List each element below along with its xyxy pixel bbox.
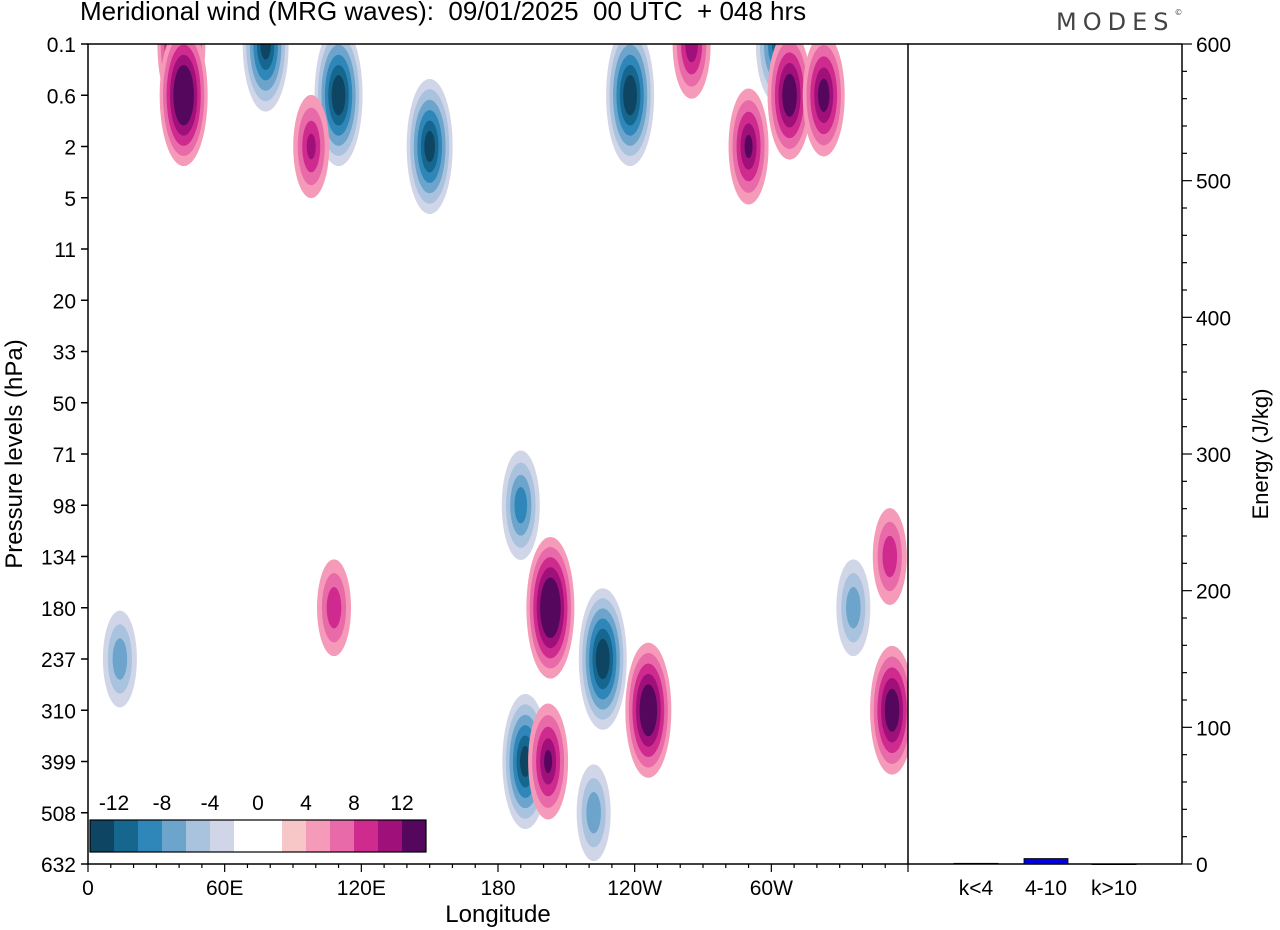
contour-band bbox=[818, 78, 830, 112]
energy-tick-label: 500 bbox=[1196, 171, 1231, 194]
contour-band bbox=[884, 688, 900, 732]
energy-tick-label: 300 bbox=[1196, 444, 1231, 467]
y-axis-label: Pressure levels (hPa) bbox=[1, 339, 28, 568]
contour-band bbox=[639, 684, 658, 737]
y-tick-label: 134 bbox=[41, 547, 76, 570]
brand-logo: MODES© bbox=[1056, 8, 1182, 36]
contour-band bbox=[326, 587, 342, 629]
colorbar-swatch bbox=[114, 820, 138, 852]
colorbar-swatch bbox=[330, 820, 354, 852]
energy-category-label: k>10 bbox=[1091, 877, 1137, 900]
colorbar-label: 8 bbox=[348, 792, 360, 815]
contour-band bbox=[586, 792, 601, 834]
energy-panel: 0 100 200 300 400 500 600 k<4 4-10 k>10 bbox=[908, 34, 1231, 900]
brand-name: MODES bbox=[1056, 8, 1175, 36]
contour-band bbox=[882, 535, 898, 578]
y-tick-label: 2 bbox=[64, 137, 76, 160]
contour-band bbox=[306, 133, 316, 160]
heatmap-field bbox=[102, 44, 908, 862]
pressure-axis: 0.1 0.6 2 5 11 20 33 50 71 98 134 180 237 310 399 508 63… bbox=[41, 34, 88, 877]
y-tick-label: 98 bbox=[53, 495, 76, 518]
contour-band bbox=[846, 587, 861, 629]
contour-band bbox=[544, 749, 553, 774]
x-tick-label: 120E bbox=[337, 877, 386, 900]
colorbar-frame bbox=[89, 819, 427, 853]
energy-tick-label: 400 bbox=[1196, 307, 1231, 330]
energy-bar bbox=[953, 862, 999, 865]
chart-title: Meridional wind (MRG waves): 09/01/2025 … bbox=[80, 0, 807, 26]
colorbar-swatch bbox=[186, 820, 210, 852]
y-tick-label: 237 bbox=[41, 649, 76, 672]
y-tick-label: 508 bbox=[41, 803, 76, 826]
energy-category-label: 4-10 bbox=[1025, 877, 1067, 900]
energy-axis-label: Energy (J/kg) bbox=[1248, 389, 1273, 520]
contour-band bbox=[520, 745, 531, 778]
y-tick-label: 399 bbox=[41, 752, 76, 775]
x-tick-label: 60E bbox=[206, 877, 243, 900]
contour-band bbox=[626, 85, 634, 106]
colorbar-swatch bbox=[306, 820, 330, 852]
heatmap-frame bbox=[87, 43, 909, 865]
contour-band bbox=[744, 134, 753, 159]
x-axis-label: Longitude bbox=[445, 901, 550, 928]
x-tick-label: 120W bbox=[607, 877, 662, 900]
energy-tick-label: 0 bbox=[1196, 854, 1208, 877]
y-tick-label: 0.6 bbox=[47, 85, 76, 108]
x-tick-label: 0 bbox=[82, 877, 94, 900]
colorbar: -12 -8 -4 0 4 8 12 bbox=[89, 792, 427, 853]
contour-band bbox=[260, 44, 271, 60]
y-tick-label: 180 bbox=[41, 598, 76, 621]
colorbar-label: 12 bbox=[390, 792, 413, 815]
contour-band bbox=[782, 73, 797, 117]
colorbar-label: -4 bbox=[201, 792, 220, 815]
energy-bar bbox=[1091, 863, 1137, 866]
colorbar-swatch bbox=[210, 820, 234, 852]
contour-band bbox=[180, 85, 188, 106]
energy-bar bbox=[1023, 858, 1069, 865]
y-tick-label: 632 bbox=[41, 854, 76, 877]
contour-band bbox=[335, 85, 342, 106]
energy-category-label: k<4 bbox=[959, 877, 994, 900]
colorbar-swatch bbox=[378, 820, 402, 852]
x-tick-label: 60W bbox=[750, 877, 793, 900]
contour-band bbox=[599, 648, 607, 670]
colorbar-label: -8 bbox=[153, 792, 172, 815]
y-tick-label: 20 bbox=[53, 290, 76, 313]
energy-tick-label: 200 bbox=[1196, 581, 1231, 604]
y-tick-label: 71 bbox=[53, 444, 76, 467]
contour-band bbox=[112, 638, 128, 680]
y-tick-label: 50 bbox=[53, 393, 76, 416]
colorbar-label: -12 bbox=[99, 792, 129, 815]
colorbar-label: 4 bbox=[300, 792, 312, 815]
y-tick-label: 0.1 bbox=[47, 34, 76, 57]
energy-tick-label: 600 bbox=[1196, 34, 1231, 57]
colorbar-swatch bbox=[234, 820, 258, 852]
brand-mark: © bbox=[1174, 8, 1183, 17]
colorbar-swatch bbox=[282, 820, 306, 852]
colorbar-swatch bbox=[354, 820, 378, 852]
longitude-axis: 0 60E 120E 180 120W 60W bbox=[82, 864, 909, 900]
x-tick-label: 180 bbox=[480, 877, 515, 900]
colorbar-swatch bbox=[90, 820, 114, 852]
colorbar-swatch bbox=[402, 820, 426, 852]
y-tick-label: 310 bbox=[41, 700, 76, 723]
colorbar-swatch bbox=[138, 820, 162, 852]
colorbar-swatch bbox=[258, 820, 282, 852]
colorbar-label: 0 bbox=[252, 792, 264, 815]
y-tick-label: 11 bbox=[54, 239, 76, 262]
contour-band bbox=[685, 44, 698, 63]
contour-band bbox=[514, 486, 528, 524]
y-tick-label: 33 bbox=[53, 342, 76, 365]
y-tick-label: 5 bbox=[64, 188, 76, 211]
contour-band bbox=[424, 130, 435, 163]
energy-tick-label: 100 bbox=[1196, 717, 1231, 740]
contour-band bbox=[546, 597, 554, 618]
colorbar-swatch bbox=[162, 820, 186, 852]
